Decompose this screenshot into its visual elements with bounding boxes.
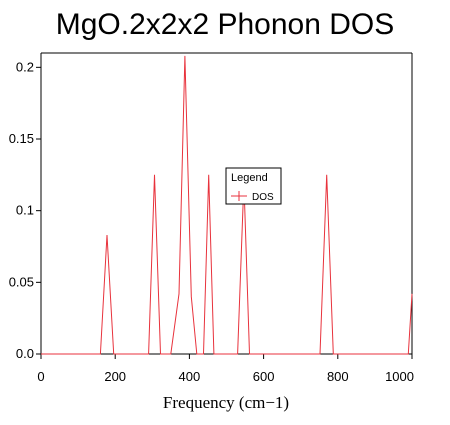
y-tick-label: 0.0 (16, 346, 34, 361)
x-axis: 0 200 400 600 800 1000 (37, 353, 414, 384)
legend: Legend DOS (225, 167, 282, 205)
legend-box (225, 167, 282, 205)
y-tick-label: 0.2 (16, 59, 34, 74)
chart-title: MgO.2x2x2 Phonon DOS (55, 8, 395, 41)
y-tick-label: 0.05 (9, 274, 34, 289)
y-axis: 0.0 0.05 0.1 0.15 0.2 (9, 53, 42, 361)
legend-entry-dos: DOS (252, 192, 274, 203)
legend-title: Legend (231, 172, 268, 184)
x-axis-label: Frequency (cm−1) (163, 393, 289, 412)
x-tick-label: 1000 (385, 369, 414, 384)
x-tick-label: 0 (37, 369, 44, 384)
y-tick-label: 0.1 (16, 203, 34, 218)
x-tick-label: 800 (327, 369, 349, 384)
x-tick-label: 400 (179, 369, 201, 384)
x-tick-label: 600 (253, 369, 275, 384)
x-tick-label: 200 (104, 369, 126, 384)
series-line-dos (41, 55, 413, 355)
y-tick-label: 0.15 (9, 131, 34, 146)
